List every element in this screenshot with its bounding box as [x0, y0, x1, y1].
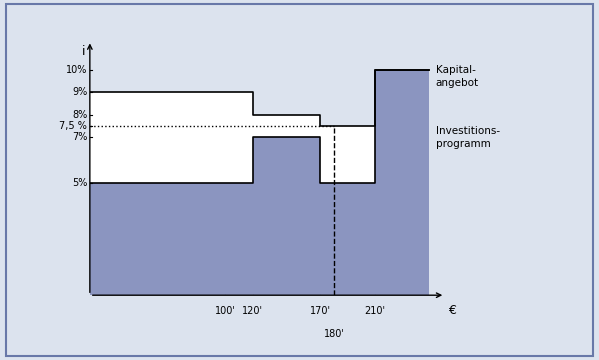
Text: 7,5 %: 7,5 %: [59, 121, 87, 131]
Text: 5%: 5%: [72, 177, 87, 188]
Text: €: €: [448, 304, 456, 317]
Polygon shape: [90, 70, 429, 295]
Text: 10%: 10%: [66, 65, 87, 75]
Text: 180': 180': [323, 329, 344, 339]
Text: 8%: 8%: [72, 110, 87, 120]
Text: 7%: 7%: [72, 132, 87, 143]
Text: 170': 170': [310, 306, 331, 316]
Text: 210': 210': [364, 306, 385, 316]
Text: Kapital-
angebot: Kapital- angebot: [435, 65, 479, 88]
Polygon shape: [90, 70, 429, 183]
Text: i: i: [82, 45, 86, 58]
Text: Investitions-
programm: Investitions- programm: [435, 126, 500, 149]
Text: 100': 100': [215, 306, 236, 316]
Text: 9%: 9%: [72, 87, 87, 97]
Text: 120': 120': [242, 306, 263, 316]
